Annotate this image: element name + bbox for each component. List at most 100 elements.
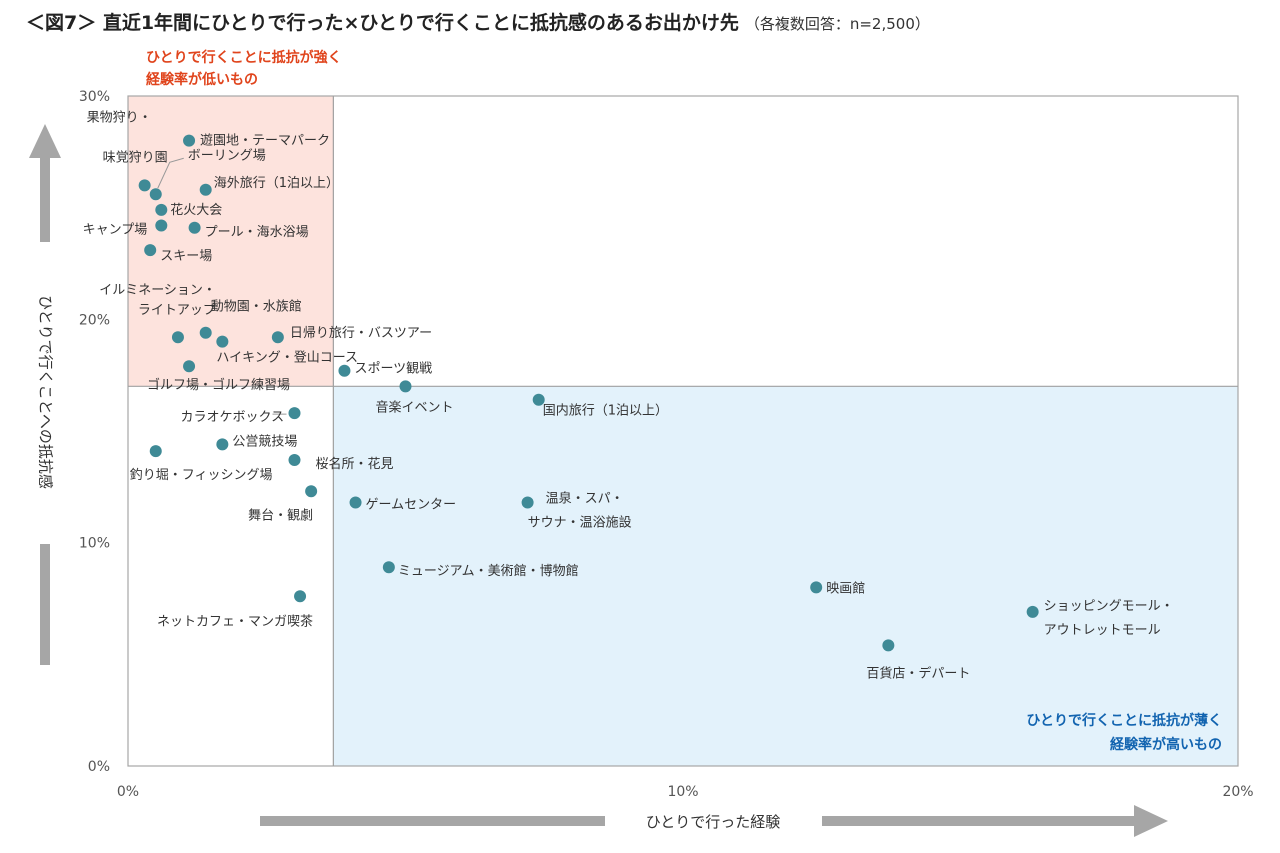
data-point — [810, 581, 823, 594]
point-label-line: キャンプ場 — [83, 223, 148, 238]
point-label-line: スキー場 — [160, 249, 212, 264]
point-label-line: ボーリング場 — [188, 148, 266, 163]
point-label-line: 映画館 — [826, 581, 865, 596]
x-axis-title: ひとりで行った経験 — [646, 813, 781, 831]
point-label: ゴルフ場・ゴルフ練習場 — [147, 377, 290, 393]
data-point — [144, 244, 157, 257]
point-label-line: スポーツ観戦 — [354, 362, 432, 377]
data-point — [288, 407, 301, 420]
point-label: 遊園地・テーマパーク — [200, 134, 330, 149]
y-tick-label: 0% — [88, 759, 110, 775]
data-point — [171, 331, 184, 344]
point-label-line: 遊園地・テーマパーク — [200, 134, 330, 149]
quadrant-label-bottom-right-line1: ひとりで行くことに抵抗が薄く — [1026, 712, 1222, 729]
y-axis-title: ひとりで行くことへの抵抗感 — [37, 295, 55, 489]
x-arrow-left-shaft — [260, 816, 605, 826]
point-label: イルミネーション・ライトアップ — [99, 283, 216, 318]
point-label-line: 公営競技場 — [232, 434, 297, 449]
data-points — [138, 134, 1039, 652]
chart-subtitle: （各複数回答：n=2,500） — [744, 15, 930, 33]
point-label-line: アウトレットモール — [1044, 623, 1161, 638]
point-label: 温泉・スパ・サウナ・温浴施設 — [528, 490, 632, 530]
point-label-line: カラオケボックス — [181, 410, 285, 425]
y-axis-ticks: 0% 10% 20% 30% — [79, 89, 110, 775]
point-label: ハイキング・登山コース — [216, 351, 358, 366]
y-tick-label: 30% — [79, 89, 110, 105]
data-point — [305, 485, 318, 498]
point-label-line: 舞台・観劇 — [248, 508, 313, 523]
point-label-line: ゲームセンター — [366, 497, 457, 512]
x-axis-ticks: 0% 10% 20% — [117, 784, 1254, 800]
data-point — [521, 496, 534, 509]
point-label: 花火大会 — [170, 202, 222, 218]
data-point — [294, 590, 307, 603]
point-label: 映画館 — [826, 581, 865, 596]
data-point — [216, 335, 229, 348]
point-label-line: 桜名所・花見 — [316, 456, 394, 472]
title-row: ＜図7＞ 直近1年間にひとりで行った×ひとりで行くことに抵抗感のあるお出かけ先 （… — [26, 8, 930, 35]
point-label-line: 花火大会 — [170, 202, 222, 218]
x-axis-arrow — [260, 805, 1168, 837]
quadrant-label-top-left-line1: ひとりで行くことに抵抗が強く — [146, 49, 342, 66]
point-label: ショッピングモール・アウトレットモール — [1044, 599, 1174, 638]
point-label: 舞台・観劇 — [248, 508, 313, 523]
data-point — [155, 203, 168, 216]
point-label-line: ショッピングモール・ — [1044, 599, 1174, 614]
data-point — [288, 454, 301, 467]
x-tick-label: 0% — [117, 784, 139, 800]
point-label-line: ハイキング・登山コース — [216, 351, 358, 366]
point-label: 桜名所・花見 — [316, 456, 394, 472]
point-label-line: イルミネーション・ — [99, 283, 216, 298]
data-point — [338, 364, 351, 377]
point-label-line: 国内旅行（1泊以上） — [543, 403, 668, 419]
point-label: ボーリング場 — [188, 148, 266, 163]
y-arrow-lower-shaft — [40, 544, 50, 665]
point-label-line: 果物狩り・ — [87, 110, 152, 125]
point-label-line: ゴルフ場・ゴルフ練習場 — [147, 377, 290, 393]
point-label: 国内旅行（1泊以上） — [543, 403, 668, 419]
data-point — [349, 496, 362, 509]
point-label: 釣り堀・フィッシング場 — [130, 467, 273, 483]
data-point — [155, 219, 168, 232]
plot-frame — [127, 95, 1239, 767]
point-label: ネットカフェ・マンガ喫茶 — [157, 613, 313, 629]
point-label: ミュージアム・美術館・博物館 — [398, 564, 579, 579]
x-tick-label: 20% — [1222, 784, 1253, 800]
point-label-line: 釣り堀・フィッシング場 — [130, 467, 273, 483]
y-arrow-head — [29, 124, 61, 158]
quadrant-top-left — [128, 96, 334, 387]
chart-title: ＜図7＞ 直近1年間にひとりで行った×ひとりで行くことに抵抗感のあるお出かけ先 — [26, 12, 739, 34]
point-label-line: 温泉・スパ・ — [546, 490, 624, 506]
point-label-line: 音楽イベント — [376, 399, 454, 415]
point-label: カラオケボックス — [181, 410, 285, 425]
data-point — [216, 438, 229, 451]
data-point — [183, 134, 196, 147]
x-tick-label: 10% — [667, 784, 698, 800]
point-label-line: ミュージアム・美術館・博物館 — [398, 564, 579, 579]
point-label: 海外旅行（1泊以上） — [214, 176, 339, 191]
point-label-line: プール・海水浴場 — [205, 225, 309, 240]
point-label: キャンプ場 — [83, 223, 148, 238]
data-point — [188, 221, 201, 234]
data-point — [149, 445, 162, 458]
leader-line — [157, 157, 184, 189]
x-arrow-head — [1134, 805, 1168, 837]
data-point — [399, 380, 412, 393]
y-axis-arrow — [29, 124, 61, 665]
quadrant-label-bottom-right-line2: 経験率が高いもの — [1110, 736, 1222, 753]
point-label-line: 味覚狩り園 — [103, 150, 168, 165]
data-point — [199, 326, 212, 339]
data-point — [149, 188, 162, 201]
data-point — [199, 183, 212, 196]
point-label: 百貨店・デパート — [866, 665, 970, 681]
data-point — [183, 360, 196, 373]
point-label: 日帰り旅行・バスツアー — [290, 325, 432, 341]
data-point — [532, 393, 545, 406]
quadrant-label-top-left-line2: 経験率が低いもの — [146, 71, 258, 88]
quadrant-bottom-right — [333, 386, 1239, 766]
point-label: 果物狩り・味覚狩り園 — [87, 110, 168, 165]
point-label-line: 海外旅行（1泊以上） — [214, 176, 339, 191]
point-label-line: 日帰り旅行・バスツアー — [290, 325, 432, 341]
data-point — [382, 561, 395, 574]
